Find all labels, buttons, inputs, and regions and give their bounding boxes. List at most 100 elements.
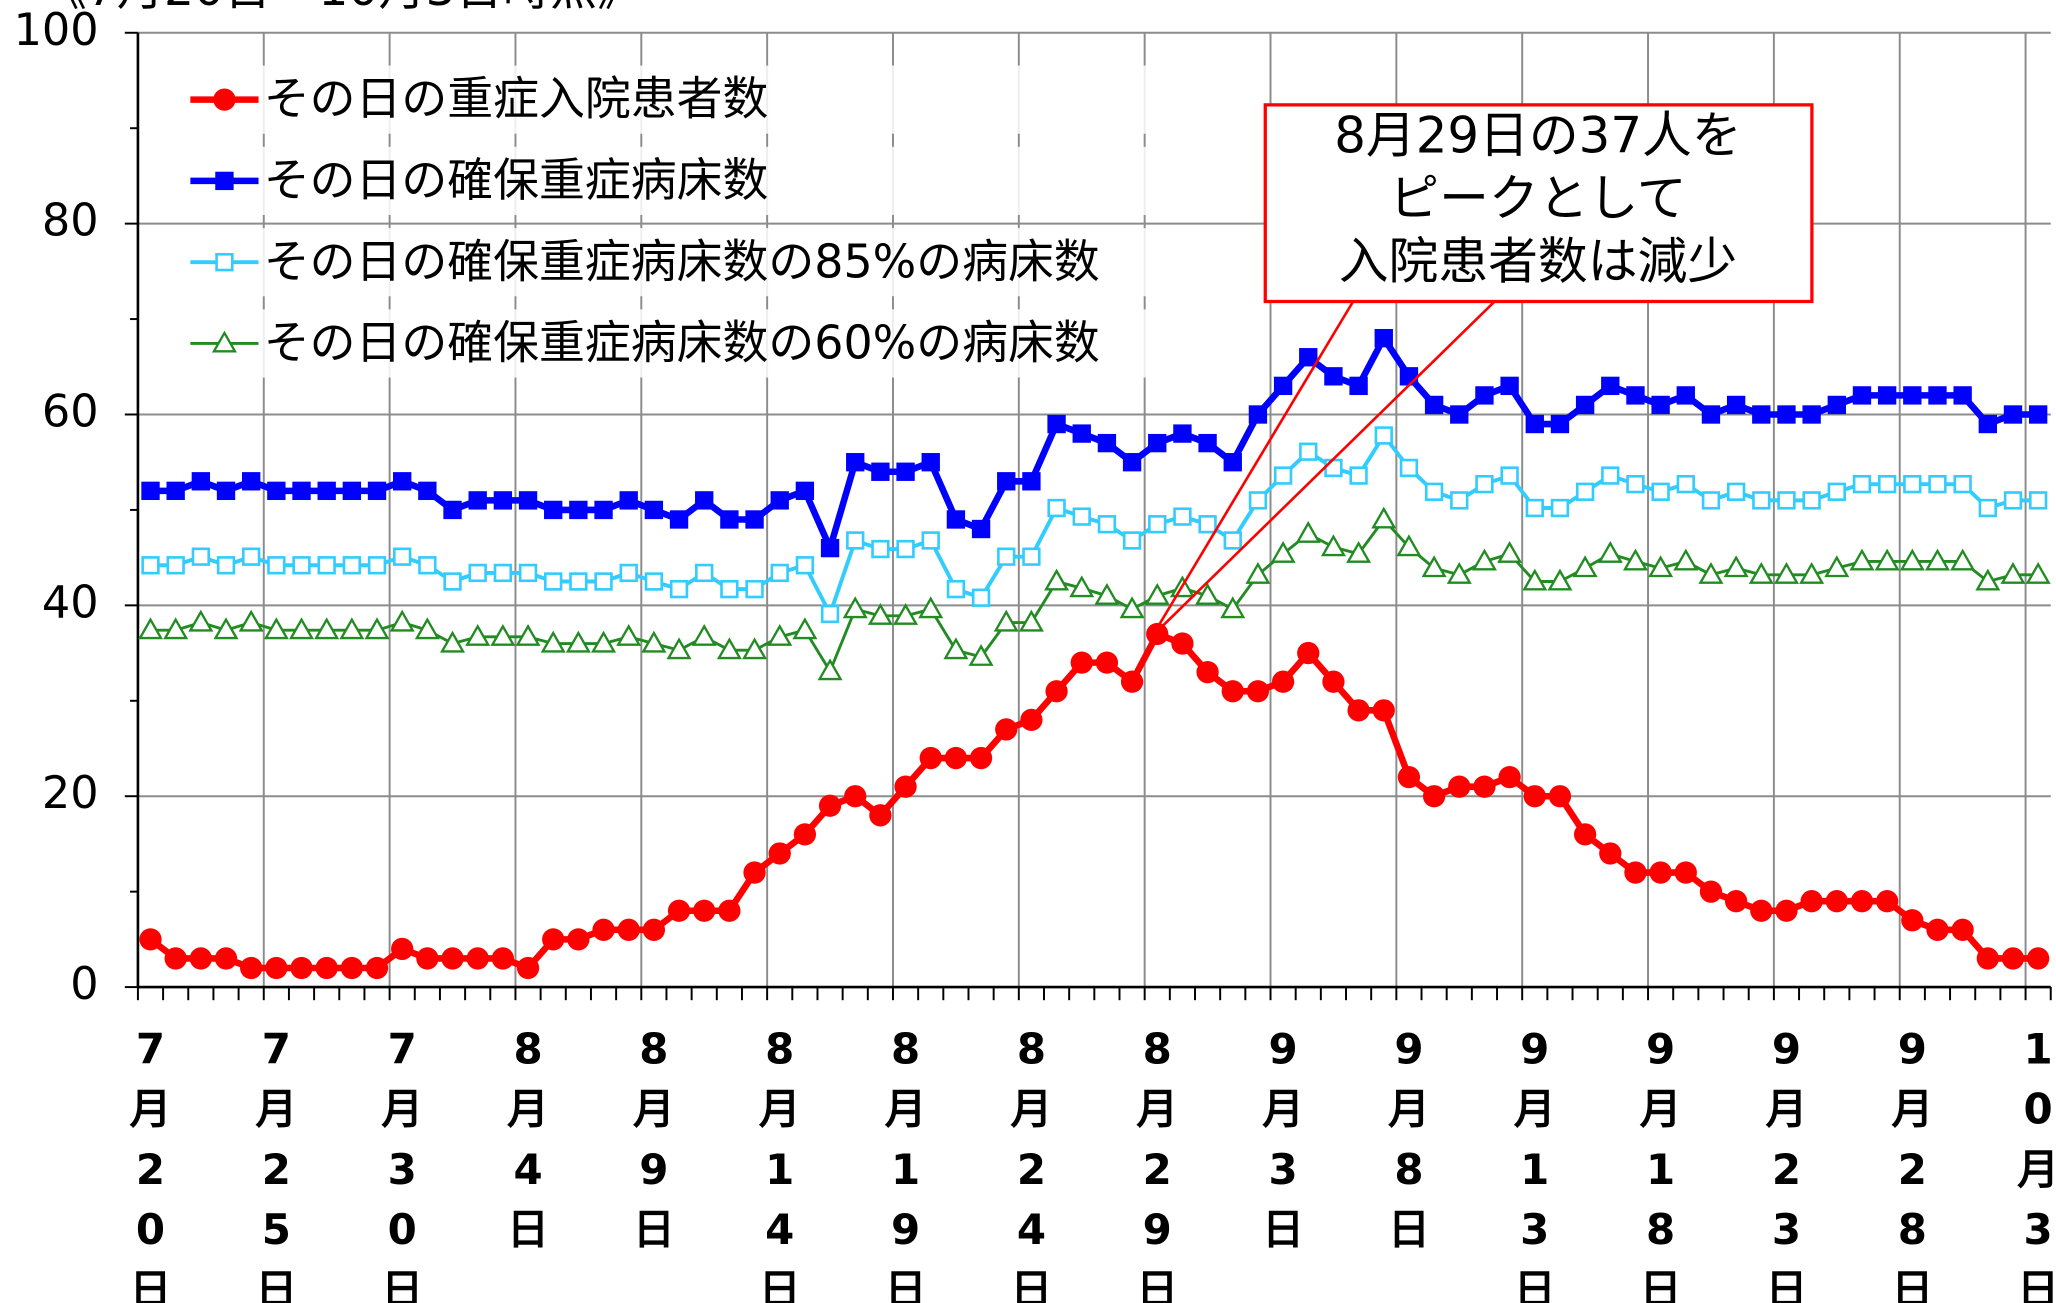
point	[265, 956, 288, 980]
point	[1220, 596, 1246, 619]
point	[468, 563, 487, 583]
point	[1349, 466, 1368, 485]
point	[1320, 534, 1346, 557]
legend-marker	[215, 171, 234, 191]
legend-marker	[211, 330, 237, 353]
series	[139, 622, 2050, 980]
point	[1651, 482, 1670, 501]
point	[544, 572, 563, 591]
point	[695, 563, 714, 583]
point	[315, 956, 338, 980]
point	[1626, 386, 1645, 405]
point	[414, 617, 440, 640]
point	[1550, 414, 1570, 434]
point	[1347, 699, 1370, 722]
point	[1550, 498, 1570, 518]
point	[1903, 474, 1922, 494]
point	[1471, 548, 1497, 571]
point	[1775, 899, 1798, 922]
point	[1903, 386, 1922, 405]
point	[1070, 651, 1093, 674]
point	[1924, 548, 1950, 571]
point	[1928, 386, 1947, 405]
point	[191, 472, 211, 491]
point	[2025, 561, 2051, 584]
point	[389, 609, 415, 632]
point	[846, 531, 865, 550]
point	[565, 630, 591, 653]
series-line	[150, 518, 2039, 673]
point	[542, 928, 565, 951]
point	[1448, 775, 1471, 798]
point	[1322, 670, 1345, 693]
point	[1450, 405, 1469, 424]
point	[867, 602, 893, 625]
callout-box	[1263, 103, 1814, 304]
point	[1575, 482, 1595, 501]
point	[997, 472, 1016, 491]
point	[921, 453, 940, 472]
point	[1246, 680, 1270, 703]
point	[1245, 561, 1271, 584]
point	[1648, 555, 1674, 578]
legend-background	[182, 65, 1205, 134]
series-line	[150, 433, 2039, 616]
legend-background	[182, 146, 1205, 215]
point	[465, 623, 491, 646]
point	[1223, 453, 1242, 472]
point	[871, 462, 890, 481]
point	[1953, 474, 1972, 494]
point	[716, 637, 742, 660]
point	[1573, 823, 1597, 846]
legend-label: その日の確保重症病床数の85%の病床数	[264, 234, 1100, 288]
point	[163, 617, 189, 640]
point	[946, 510, 966, 529]
point	[767, 623, 793, 646]
point	[846, 453, 865, 472]
point	[242, 547, 261, 566]
point	[896, 462, 915, 481]
point	[189, 947, 212, 970]
point	[1475, 474, 1494, 494]
point	[1874, 548, 1900, 571]
point	[1119, 596, 1145, 619]
y-tick-label: 80	[42, 195, 99, 247]
point	[1374, 328, 1393, 348]
point	[516, 956, 540, 980]
point	[1173, 424, 1192, 443]
point	[818, 794, 842, 817]
point	[995, 718, 1018, 741]
point	[339, 617, 365, 640]
point	[1698, 561, 1724, 584]
point	[1852, 474, 1872, 494]
point	[1022, 547, 1041, 566]
point	[1044, 568, 1070, 591]
point	[1525, 498, 1544, 518]
callout-text: 8月29日の37人を	[1334, 106, 1741, 164]
point	[971, 588, 991, 607]
point	[443, 572, 462, 591]
point	[594, 572, 613, 591]
point	[1572, 555, 1598, 578]
point	[1450, 491, 1469, 510]
point	[1020, 708, 1043, 732]
point	[691, 623, 717, 646]
point	[1198, 433, 1217, 453]
point	[1072, 507, 1091, 526]
point	[997, 547, 1016, 566]
point	[1371, 506, 1397, 529]
point	[693, 899, 716, 922]
point	[515, 623, 541, 646]
point	[616, 623, 642, 646]
point	[667, 899, 691, 922]
callout-text: 入院患者数は減少	[1339, 232, 1737, 290]
callout-text: ピークとして	[1389, 169, 1686, 227]
point	[418, 481, 437, 501]
point	[1752, 491, 1771, 510]
point	[544, 500, 563, 520]
point	[1196, 661, 1219, 684]
